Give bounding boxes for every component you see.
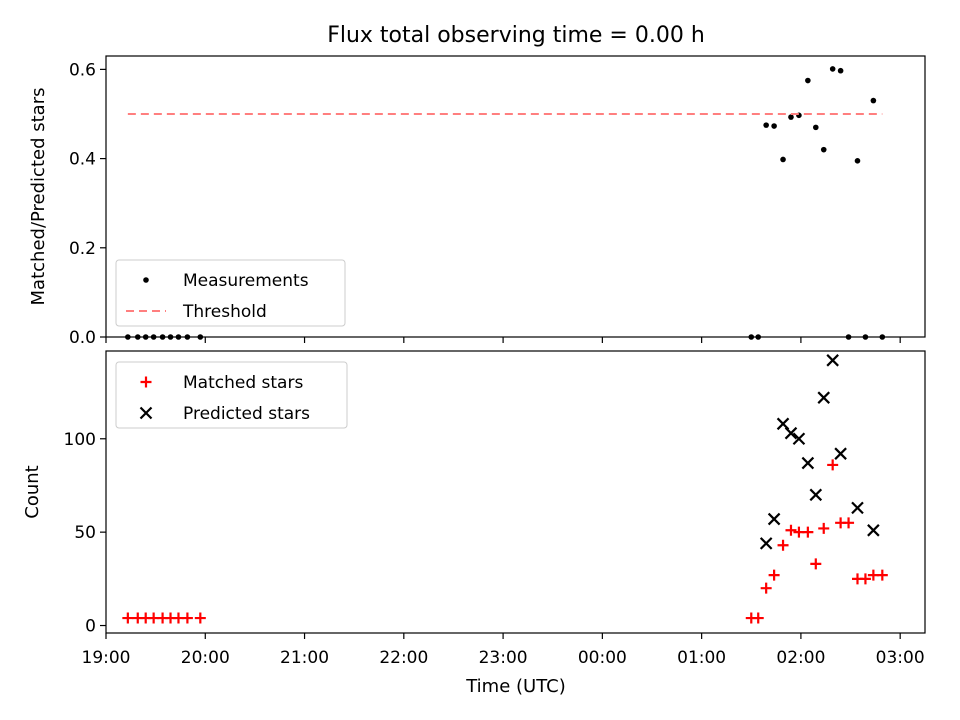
measurement-point — [820, 146, 827, 153]
measurement-point — [763, 122, 769, 128]
chart-title: Flux total observing time = 0.00 h — [327, 23, 705, 48]
measurement-point — [788, 114, 794, 120]
matched-star-point — [827, 459, 839, 471]
count-plot-frame — [105, 350, 926, 634]
measurement-point — [837, 67, 844, 74]
predicted-star-point — [826, 354, 839, 367]
predicted-star-point — [801, 456, 815, 470]
predicted-star-point — [834, 447, 847, 460]
x-tick-label: 00:00 — [578, 648, 627, 668]
legend-label: Measurements — [183, 271, 309, 291]
matched-star-point — [122, 612, 134, 624]
matched-star-point — [843, 517, 855, 529]
measurement-point — [870, 97, 877, 104]
x-tick-label: 01:00 — [677, 648, 726, 668]
ratio-y-axis: 0.0 0.2 0.4 0.6 — [69, 60, 901, 348]
legend-matched-marker — [140, 376, 152, 388]
legend-box — [115, 361, 348, 429]
predicted-star-point — [767, 512, 781, 526]
predicted-star-point — [867, 524, 880, 537]
ratio-y-axis-label: Matched/Predicted stars — [28, 88, 49, 306]
y-tick-label: 0 — [85, 617, 96, 637]
measurement-point — [829, 66, 836, 72]
measurement-point — [805, 77, 811, 84]
x-axis-label: Time (UTC) — [465, 676, 566, 697]
matched-star-point — [785, 524, 797, 536]
ratio-panel: Flux total observing time = 0.00 h 0.00.… — [28, 23, 926, 348]
count-data — [122, 354, 888, 624]
x-tick-label: 22:00 — [379, 648, 428, 668]
legend-label: Matched stars — [183, 373, 303, 393]
matched-star-point — [802, 526, 814, 538]
x-tick-label: 03:00 — [876, 648, 925, 668]
matched-star-point — [760, 582, 772, 594]
x-tick-label: 20:00 — [181, 648, 230, 668]
time-x-axis: 19:00 20:00 21:00 22:00 23:00 00:00 01:00 02:00… — [82, 633, 925, 668]
legend-label: Predicted stars — [183, 404, 310, 424]
ratio-plot-frame — [105, 55, 926, 338]
count-panel: 0 50 100 19:00 20:00 21:00 22:00 23:00 00:00 01:… — [22, 350, 926, 697]
y-tick-label: 0.0 — [69, 328, 96, 348]
matched-star-point — [818, 522, 830, 534]
predicted-star-point — [759, 537, 773, 550]
legend-measurement-marker — [143, 277, 149, 283]
y-tick-label: 100 — [64, 430, 96, 450]
predicted-star-point — [792, 432, 806, 446]
measurement-point — [854, 158, 861, 164]
x-tick-label: 19:00 — [82, 648, 131, 668]
x-tick-label: 23:00 — [479, 648, 528, 668]
x-tick-label: 21:00 — [280, 648, 329, 668]
legend-predicted-marker — [139, 406, 153, 420]
matched-star-point — [810, 558, 822, 570]
matched-star-point — [876, 569, 888, 581]
matched-star-point — [194, 612, 206, 624]
count-legend: Matched stars Predicted stars — [115, 361, 348, 429]
predicted-star-point — [851, 501, 864, 515]
matched-star-point — [181, 612, 193, 624]
measurement-point — [780, 156, 786, 163]
x-tick-label: 02:00 — [776, 648, 825, 668]
y-tick-label: 50 — [74, 523, 96, 543]
matched-star-point — [768, 569, 780, 581]
y-tick-label: 0.6 — [69, 60, 96, 80]
count-y-axis-label: Count — [22, 465, 43, 518]
count-y-axis: 0 50 100 — [64, 430, 106, 637]
legend-label: Threshold — [182, 302, 267, 322]
predicted-star-point — [809, 488, 823, 502]
matched-star-point — [777, 539, 789, 551]
measurement-point — [813, 124, 819, 131]
matched-star-point — [859, 573, 871, 585]
legend-box — [115, 259, 346, 327]
measurement-point — [771, 123, 777, 129]
y-tick-label: 0.4 — [69, 150, 96, 170]
predicted-star-point — [784, 426, 798, 440]
predicted-star-point — [817, 391, 831, 404]
ratio-legend: Measurements Threshold — [115, 259, 346, 327]
matched-star-point — [752, 612, 764, 624]
y-tick-label: 0.2 — [69, 239, 96, 259]
